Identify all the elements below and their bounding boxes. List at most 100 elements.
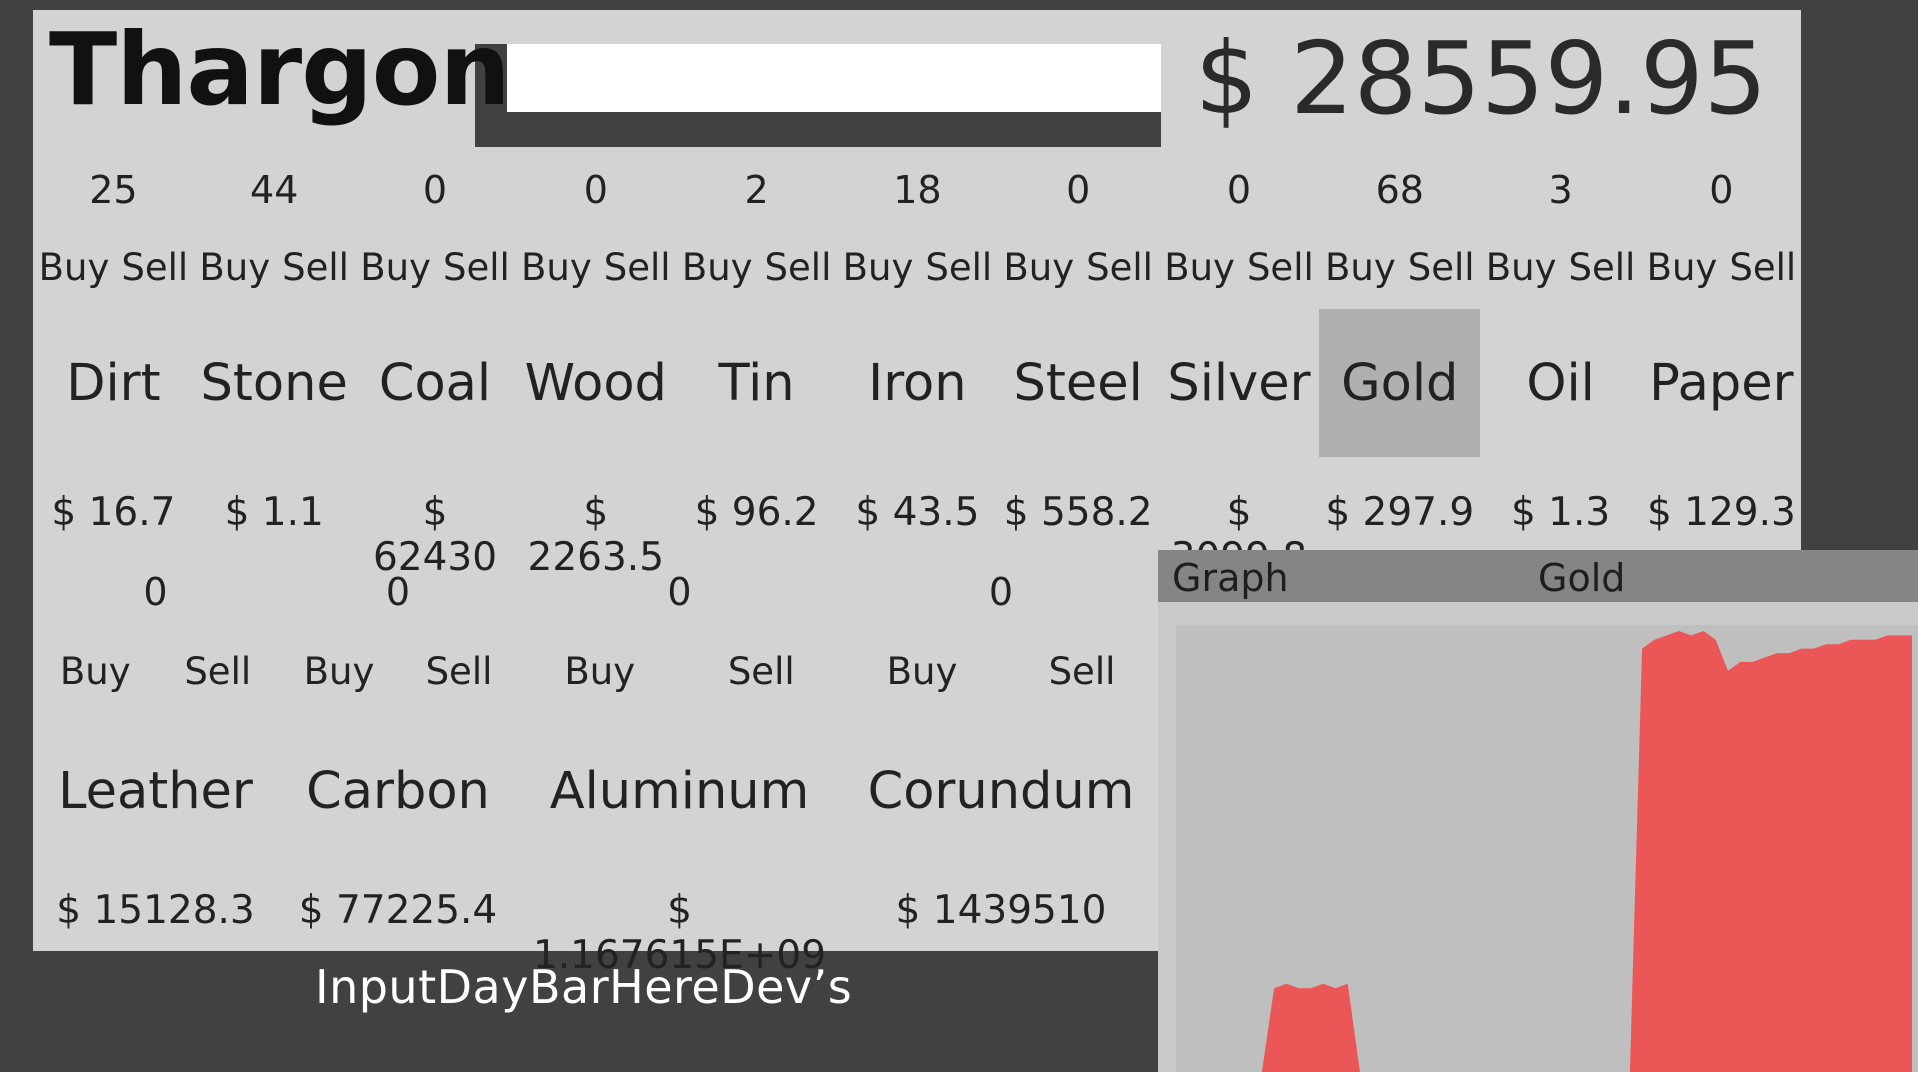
- buy-button[interactable]: Buy: [1485, 246, 1557, 289]
- commodity-price: $ 1.3: [1510, 490, 1611, 535]
- company-title-box: Thargon: [33, 10, 511, 148]
- graph-header[interactable]: Graph Gold: [1158, 550, 1918, 602]
- commodity-name[interactable]: Iron: [868, 353, 967, 413]
- commodity-count: 44: [250, 168, 299, 212]
- commodity-name[interactable]: Aluminum: [549, 762, 810, 821]
- buy-button[interactable]: Buy: [303, 650, 375, 693]
- commodity-count: 2: [744, 168, 769, 212]
- commodity-name[interactable]: Tin: [718, 353, 795, 413]
- commodity-name[interactable]: Coal: [378, 353, 492, 413]
- trade-buttons: Buy Sell: [194, 246, 355, 289]
- row2-counts: 0 0 0 0: [33, 570, 1161, 614]
- commodity-name[interactable]: Silver: [1167, 353, 1311, 413]
- sell-button[interactable]: Sell: [1568, 246, 1636, 289]
- buy-button[interactable]: Buy: [1164, 246, 1235, 289]
- commodity-price: $ 1439510: [895, 888, 1107, 933]
- buy-button[interactable]: Buy: [1646, 246, 1718, 289]
- commodity-count: 0: [583, 168, 608, 212]
- commodity-name[interactable]: Gold: [1319, 309, 1481, 457]
- graph-plot-area: [1176, 625, 1918, 1072]
- sell-button[interactable]: Sell: [121, 246, 189, 289]
- sell-button[interactable]: Sell: [1407, 246, 1475, 289]
- commodity-count: 0: [667, 570, 692, 614]
- commodity-price: $ 43.5: [855, 490, 980, 535]
- market-panel-right: [1161, 10, 1801, 550]
- sell-button[interactable]: Sell: [727, 650, 795, 693]
- buy-button[interactable]: Buy: [199, 246, 271, 289]
- commodity-name[interactable]: Stone: [200, 353, 348, 413]
- commodity-price: $ 1.167615E+09: [532, 888, 827, 978]
- day-label: InputDayBarHereDev’s: [315, 960, 853, 1014]
- market-panel: [33, 10, 1161, 951]
- trade-buttons: Buy Sell: [1319, 246, 1480, 289]
- trade-buttons: Buy Sell: [278, 650, 518, 693]
- sell-button[interactable]: Sell: [282, 246, 349, 289]
- gold-price-area: [1176, 631, 1912, 1072]
- commodity-count: 0: [988, 570, 1014, 614]
- buy-button[interactable]: Buy: [59, 650, 131, 693]
- commodity-name[interactable]: Corundum: [867, 762, 1135, 821]
- buy-button[interactable]: Buy: [521, 246, 592, 289]
- trade-buttons: Buy Sell: [1641, 246, 1802, 289]
- commodity-price: $ 129.3: [1646, 490, 1796, 535]
- day-input-bar[interactable]: [507, 44, 1161, 112]
- trade-buttons: Buy Sell: [515, 246, 676, 289]
- row1-commodities: Dirt Stone Coal Wood Tin Iron Steel Silver Gold O…: [33, 309, 1802, 466]
- buy-button[interactable]: Buy: [1003, 246, 1075, 289]
- buy-button[interactable]: Buy: [1325, 246, 1396, 289]
- company-name: Thargon: [49, 11, 511, 128]
- commodity-name[interactable]: Carbon: [306, 762, 490, 821]
- commodity-count: 68: [1375, 168, 1424, 212]
- commodity-count: 0: [422, 168, 448, 212]
- sell-button[interactable]: Sell: [1729, 246, 1797, 289]
- trade-buttons: Buy Sell: [518, 650, 841, 693]
- sell-button[interactable]: Sell: [442, 246, 510, 289]
- sell-button[interactable]: Sell: [184, 650, 252, 693]
- graph-title: Graph: [1172, 556, 1289, 600]
- commodity-price: $ 15128.3: [56, 888, 255, 933]
- trade-buttons: Buy Sell: [355, 246, 516, 289]
- sell-button[interactable]: Sell: [425, 650, 493, 693]
- commodity-price: $ 1.1: [224, 490, 324, 535]
- balance-display: $ 28559.95: [1161, 10, 1801, 148]
- sell-button[interactable]: Sell: [1048, 650, 1116, 693]
- sell-button[interactable]: Sell: [603, 246, 671, 289]
- trade-buttons: Buy Sell: [1159, 246, 1320, 289]
- row1-counts: 25 44 0 0 2 18 0 0 68 3 0: [33, 168, 1802, 212]
- commodity-price: $ 16.7: [51, 490, 176, 535]
- commodity-count: 3: [1548, 168, 1573, 212]
- trade-buttons: Buy Sell: [33, 650, 278, 693]
- commodity-name[interactable]: Steel: [1013, 353, 1143, 413]
- buy-button[interactable]: Buy: [564, 650, 636, 693]
- row1-trade-buttons: Buy Sell Buy Sell Buy Sell Buy Sell Buy Sell Buy Se…: [33, 246, 1802, 289]
- commodity-price: $ 96.2: [694, 490, 819, 535]
- commodity-price: $ 2263.5: [527, 490, 665, 580]
- buy-button[interactable]: Buy: [842, 246, 914, 289]
- row2-trade-buttons: Buy Sell Buy Sell Buy Sell Buy Sell: [33, 650, 1161, 693]
- commodity-name[interactable]: Leather: [58, 762, 253, 821]
- commodity-count: 25: [89, 168, 138, 212]
- commodity-price: $ 558.2: [1003, 490, 1153, 535]
- commodity-count: 18: [893, 168, 942, 212]
- commodity-price: $ 62430: [372, 490, 498, 580]
- commodity-name[interactable]: Wood: [524, 353, 667, 413]
- balance-value: $ 28559.95: [1194, 20, 1768, 137]
- sell-button[interactable]: Sell: [764, 246, 832, 289]
- trade-buttons: Buy Sell: [998, 246, 1159, 289]
- trade-buttons: Buy Sell: [33, 246, 194, 289]
- buy-button[interactable]: Buy: [681, 246, 753, 289]
- buy-button[interactable]: Buy: [38, 246, 110, 289]
- sell-button[interactable]: Sell: [925, 246, 993, 289]
- trade-buttons: Buy Sell: [1480, 246, 1641, 289]
- commodity-name[interactable]: Dirt: [66, 353, 161, 413]
- commodity-name[interactable]: Oil: [1526, 353, 1595, 413]
- graph-commodity-label: Gold: [1538, 556, 1626, 600]
- buy-button[interactable]: Buy: [360, 246, 431, 289]
- commodity-name[interactable]: Paper: [1649, 353, 1794, 413]
- price-chart: [1176, 631, 1912, 1072]
- sell-button[interactable]: Sell: [1246, 246, 1314, 289]
- commodity-price: $ 297.9: [1325, 490, 1475, 535]
- buy-button[interactable]: Buy: [886, 650, 958, 693]
- trade-buttons: Buy Sell: [676, 246, 837, 289]
- sell-button[interactable]: Sell: [1086, 246, 1153, 289]
